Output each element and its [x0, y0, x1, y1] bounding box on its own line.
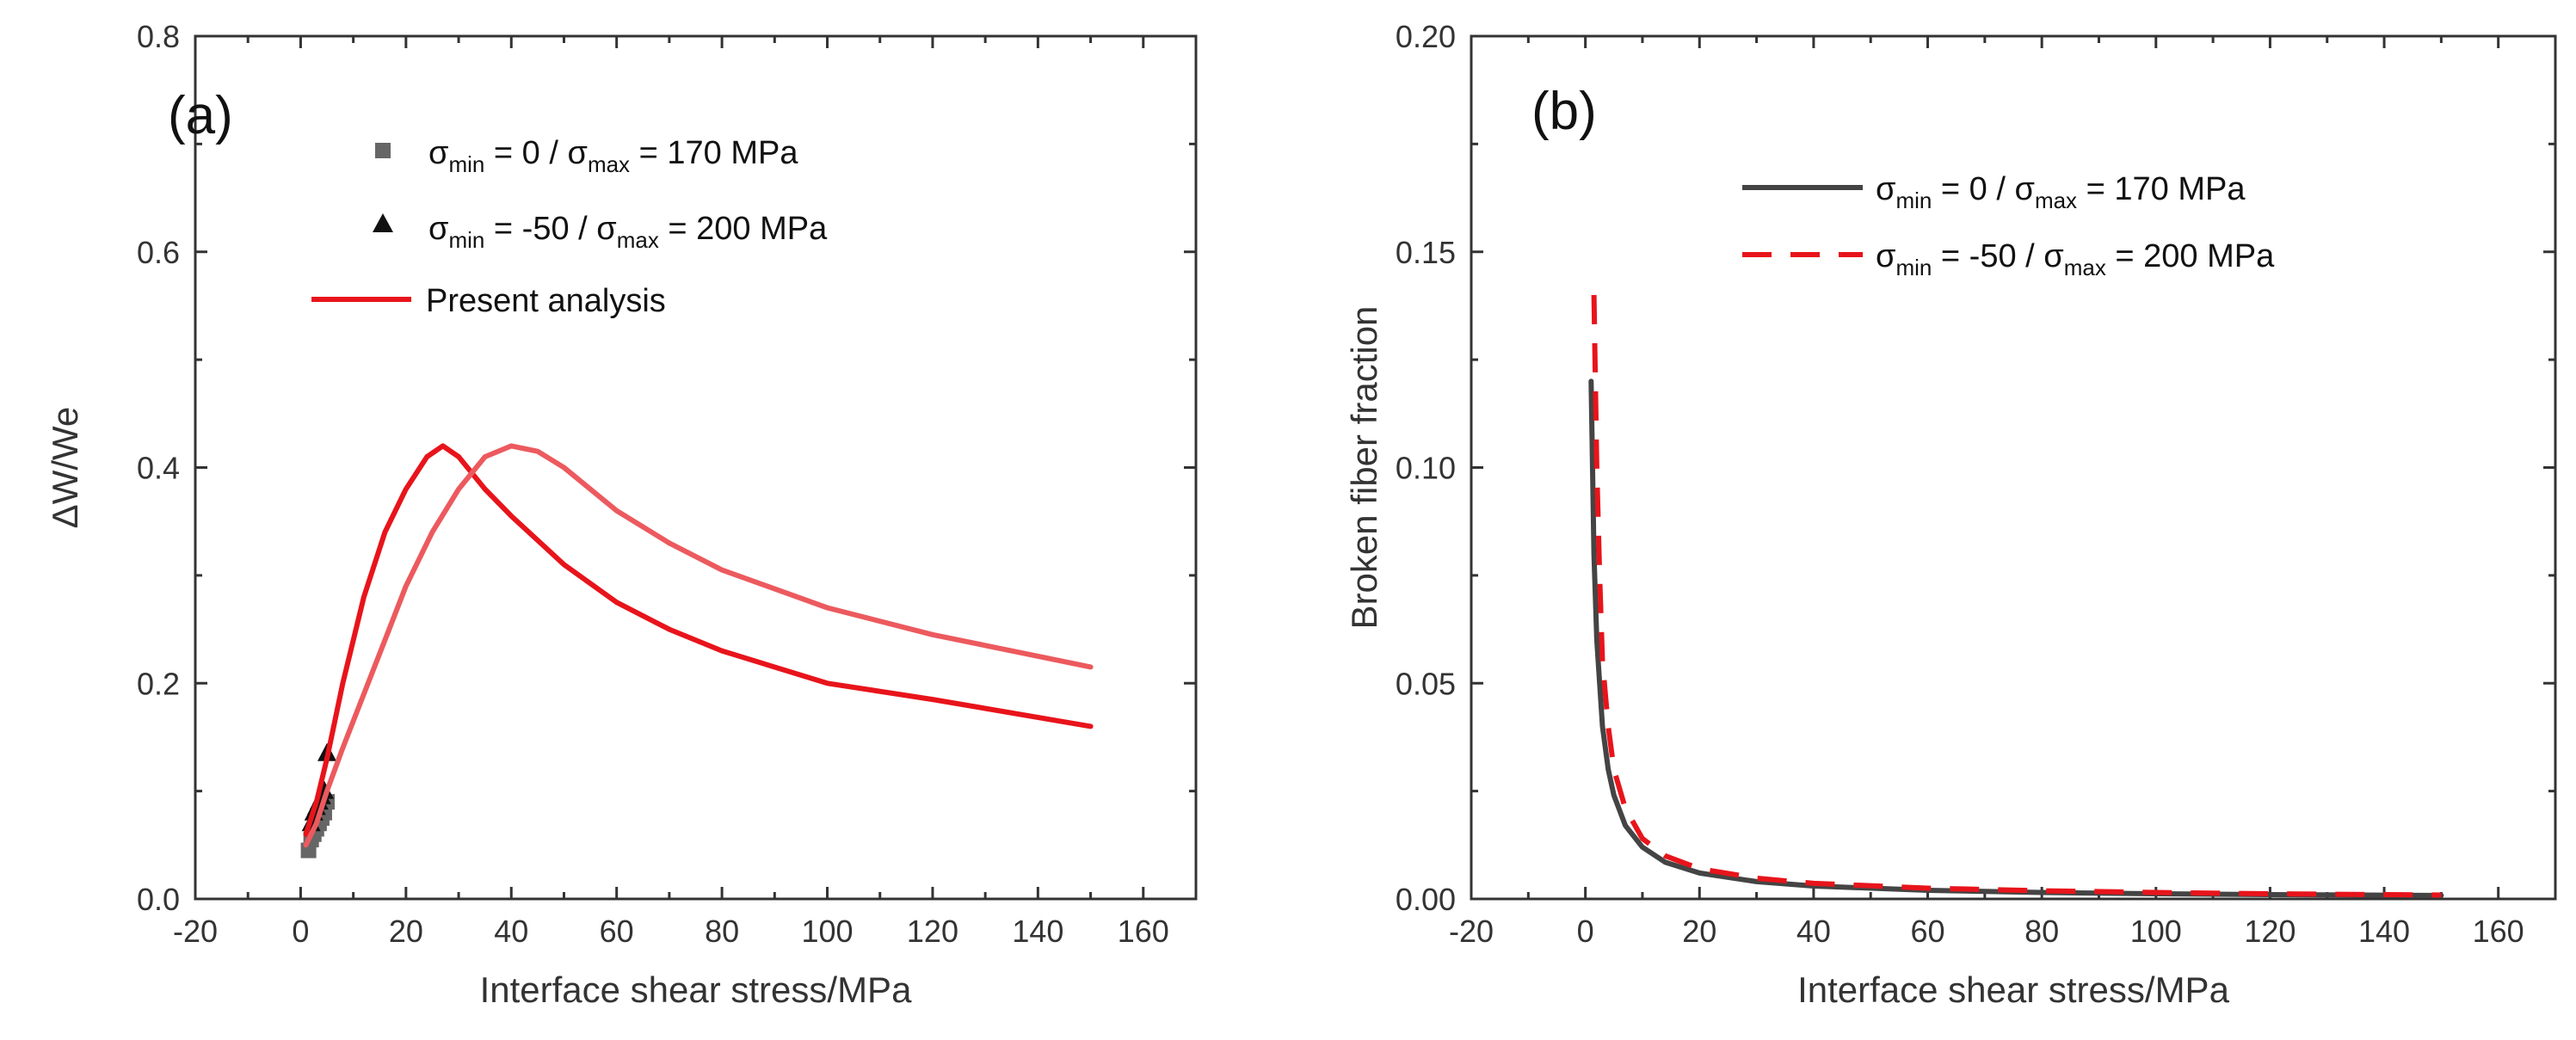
legend-label: Present analysis [426, 283, 666, 319]
legend-sigma: σ [567, 135, 587, 171]
legend-subscript-max: max [588, 151, 630, 177]
legend-mid-text: = -50 / [1932, 238, 2043, 274]
legend-mid-text: = 0 / [1932, 171, 2014, 207]
chart-panel-2: -20 0 20 40 60 80 100 120 140 160 0.00 0.05 0.10 0.15… [1344, 19, 2557, 1010]
legend-tail-text: = 170 MPa [2077, 171, 2246, 207]
legend-entry-text: σmin = 0 / σmax = 170 MPa [428, 135, 798, 177]
legend-sigma: σ [428, 135, 448, 171]
y-tick-label: 0.8 [137, 19, 180, 54]
legend-mid-text: = -50 / [484, 211, 596, 247]
legend-mid-text: = 0 / [484, 135, 567, 171]
legend-entry-text: σmin = -50 / σmax = 200 MPa [428, 211, 828, 253]
panel-label: (b) [1531, 82, 1597, 141]
legend-sigma: σ [2014, 171, 2034, 207]
x-tick-label: 60 [1911, 914, 1945, 949]
x-tick-label: 80 [705, 914, 739, 949]
x-tick-label: 140 [1012, 914, 1063, 949]
legend-entry-text: σmin = 0 / σmax = 170 MPa [1876, 171, 2246, 213]
x-tick-label: 20 [389, 914, 423, 949]
x-tick-label: 0 [292, 914, 309, 949]
legend-subscript-max: max [2035, 188, 2077, 213]
x-tick-label: 120 [2244, 914, 2296, 949]
y-axis-title: ΔW/We [45, 407, 85, 529]
x-axis-title: Interface shear stress/MPa [1797, 969, 2230, 1010]
x-axis-title: Interface shear stress/MPa [480, 969, 913, 1010]
legend-sigma: σ [428, 211, 448, 247]
y-tick-label: 0.05 [1396, 666, 1456, 701]
y-axis-title: Broken fiber fraction [1344, 306, 1384, 630]
x-tick-label: 100 [2130, 914, 2182, 949]
x-tick-label: 0 [1577, 914, 1594, 949]
legend-tail-text: = 170 MPa [630, 135, 798, 171]
plot-frame [1470, 34, 2557, 901]
legend-subscript-min: min [1895, 188, 1932, 213]
y-tick-label: 0.20 [1396, 19, 1456, 54]
x-tick-label: 80 [2024, 914, 2059, 949]
legend-entry-text: Present analysis [426, 283, 666, 319]
legend-subscript-max: max [617, 227, 659, 253]
y-tick-label: 0.2 [137, 666, 180, 701]
y-tick-label: 0.0 [137, 882, 180, 917]
series-line [303, 443, 1094, 837]
y-tick-label: 0.6 [137, 235, 180, 270]
x-tick-label: 100 [801, 914, 853, 949]
legend-entry-text: σmin = -50 / σmax = 200 MPa [1876, 238, 2275, 280]
legend-subscript-min: min [1895, 255, 1932, 280]
chart-panel-1: -20 0 20 40 60 80 100 120 140 160 0.0 0.2 0.4 0.6 0.8 I… [45, 19, 1198, 1010]
x-tick-label: 160 [1118, 914, 1169, 949]
legend-sigma: σ [1876, 171, 1895, 207]
x-tick-label: 160 [2473, 914, 2524, 949]
legend-tail-text: = 200 MPa [2106, 238, 2275, 274]
y-tick-label: 0.4 [137, 451, 180, 486]
x-tick-label: 20 [1682, 914, 1716, 949]
x-tick-label: 120 [907, 914, 958, 949]
series-line [303, 443, 1094, 848]
x-tick-label: -20 [173, 914, 218, 949]
legend-subscript-min: min [448, 151, 484, 177]
legend-tail-text: = 200 MPa [659, 211, 828, 247]
legend-sigma: σ [1876, 238, 1895, 274]
x-tick-label: 40 [1796, 914, 1831, 949]
x-tick-label: 60 [600, 914, 634, 949]
x-tick-label: -20 [1449, 914, 1494, 949]
series-4 [303, 443, 1094, 848]
y-tick-label: 0.15 [1396, 235, 1456, 270]
legend-subscript-min: min [448, 227, 484, 253]
legend-symbol-square [375, 143, 391, 158]
y-tick-label: 0.00 [1396, 882, 1456, 917]
panel-label: (a) [168, 86, 233, 145]
x-tick-label: 140 [2358, 914, 2410, 949]
legend-sigma: σ [596, 211, 616, 247]
legend-symbol-triangle [373, 213, 393, 232]
series-1 [1588, 378, 2444, 898]
x-tick-label: 40 [494, 914, 528, 949]
series-2 [1591, 294, 2442, 898]
series-3 [303, 443, 1094, 837]
y-tick-label: 0.10 [1396, 451, 1456, 486]
series-line [1588, 378, 2444, 898]
series-line [1591, 294, 2442, 898]
legend-subscript-max: max [2064, 255, 2106, 280]
legend-sigma: σ [2043, 238, 2063, 274]
